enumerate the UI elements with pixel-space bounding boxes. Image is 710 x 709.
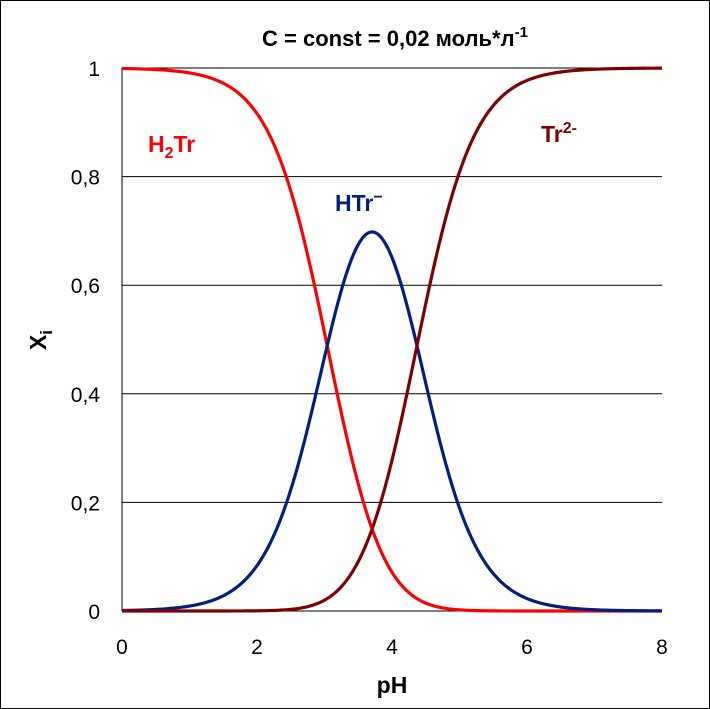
- plot-area: [122, 68, 662, 611]
- series-lines: [121, 66, 662, 613]
- series-label-htr: HTr−: [335, 189, 383, 216]
- y-axis-title: Xi: [25, 330, 56, 350]
- chart-title: C = const = 0,02 моль*л-1: [262, 24, 528, 51]
- x-tick-label: 4: [386, 636, 398, 659]
- series-line-h2tr: [121, 66, 662, 613]
- series-label-h2tr: H2Tr: [148, 131, 195, 162]
- y-tick-label: 0,6: [71, 275, 100, 298]
- x-tick-label: 0: [116, 636, 128, 659]
- y-tick-label: 0,4: [71, 384, 101, 407]
- y-tick-label: 1: [88, 58, 100, 81]
- series-line-tr2: [122, 66, 662, 613]
- series-label-tr2: Tr2-: [541, 120, 577, 147]
- x-tick-labels: 0 2 4 6 8: [116, 636, 668, 659]
- x-tick-label: 8: [656, 636, 668, 659]
- y-tick-label: 0: [88, 601, 100, 624]
- x-tick-label: 6: [521, 636, 533, 659]
- x-axis-title: pH: [377, 672, 408, 698]
- y-tick-labels: 0 0,2 0,4 0,6 0,8 1: [71, 58, 101, 624]
- series-line-htr: [121, 230, 662, 613]
- y-tick-label: 0,8: [71, 167, 100, 190]
- x-tick-label: 2: [251, 636, 263, 659]
- y-tick-label: 0,2: [71, 492, 100, 515]
